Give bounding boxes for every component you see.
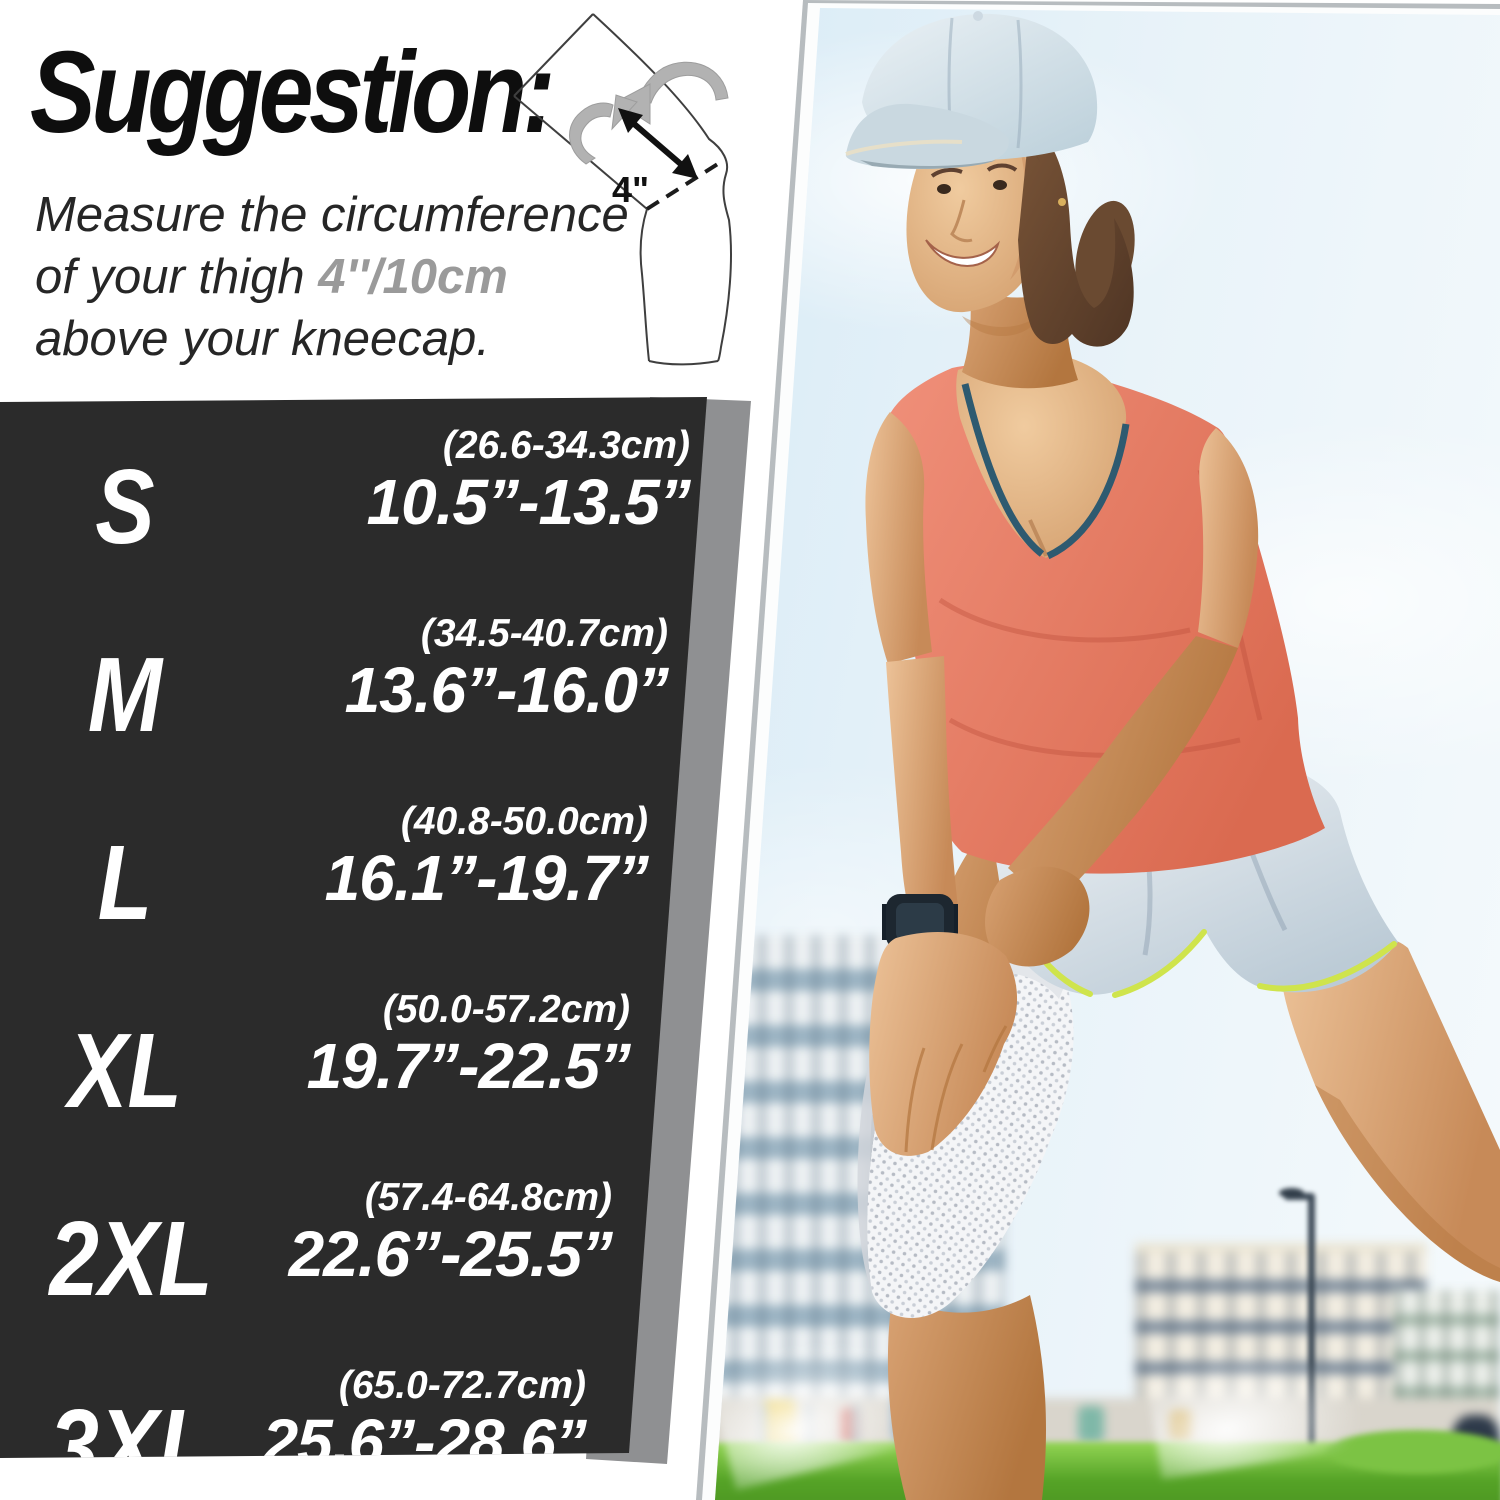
knee-measure-diagram: 4" (513, 13, 732, 366)
size-row: M (34.5-40.7cm) 13.6”-16.0” (0, 612, 669, 748)
size-row: S (26.6-34.3cm) 10.5”-13.5” (0, 424, 691, 560)
cap-brim (845, 103, 1009, 170)
size-inch-range: 22.6”-25.5” (288, 1218, 613, 1290)
diagram-measurement-label: 4" (612, 169, 649, 210)
size-inch-range: 13.6”-16.0” (344, 654, 669, 726)
lamp-head (1279, 1188, 1304, 1198)
hair (1018, 120, 1134, 347)
size-inch-range: 19.7”-22.5” (306, 1030, 631, 1102)
storefront-sign (1078, 1406, 1104, 1442)
eyes (937, 180, 1007, 194)
size-label: 3XL (49, 1388, 213, 1500)
size-cm-range: (50.0-57.2cm) (382, 988, 630, 1031)
size-cm-range: (40.8-50.0cm) (400, 800, 648, 843)
cap (845, 11, 1098, 170)
size-row: L (40.8-50.0cm) 16.1”-19.7” (0, 800, 649, 936)
size-inch-range: 16.1”-19.7” (324, 842, 649, 914)
size-row: 2XL (57.4-64.8cm) 22.6”-25.5” (0, 1176, 613, 1312)
eyebrows (930, 163, 1018, 178)
woman-illustration (845, 11, 1500, 1500)
size-inch-range: 10.5”-13.5” (366, 466, 691, 538)
chest (956, 355, 1127, 558)
instruction-line-2: of your thigh 4''/10cm (35, 250, 508, 304)
bra-strap (961, 383, 1130, 560)
hand (869, 932, 1018, 1156)
size-cm-range: (65.0-72.7cm) (338, 1364, 586, 1407)
nose (950, 199, 973, 243)
earring (1058, 198, 1066, 206)
kneecap-dashed-line (645, 158, 726, 211)
size-label: M (87, 636, 163, 754)
length-arrow-icon (618, 108, 698, 179)
smile (925, 239, 1001, 267)
left-arm (865, 412, 1018, 1156)
size-label: 2XL (49, 1200, 213, 1318)
size-label: S (95, 448, 155, 566)
size-cm-range: (34.5-40.7cm) (420, 612, 668, 655)
calf (887, 1292, 1046, 1500)
size-row: XL (50.0-57.2cm) 19.7”-22.5” (0, 988, 631, 1124)
instruction-line-3: above your kneecap. (35, 312, 490, 366)
size-cm-range: (26.6-34.3cm) (442, 424, 690, 467)
size-label: L (97, 824, 153, 942)
lamp-pole (1308, 1196, 1315, 1462)
size-label: XL (68, 1012, 182, 1130)
size-row: 3XL (65.0-72.7cm) 25.6”-28.6” (0, 1364, 587, 1478)
instruction-line-1: Measure the circumference (35, 188, 629, 242)
right-arm (985, 428, 1259, 967)
measurement-highlight: 4''/10cm (318, 250, 508, 304)
size-inch-range: 25.6”-28.6” (262, 1406, 587, 1478)
instruction-text: Measure the circumference of your thigh … (35, 184, 629, 370)
page-title: Suggestion: (30, 26, 555, 157)
head (845, 11, 1134, 389)
extended-leg (1280, 934, 1500, 1282)
size-cm-range: (57.4-64.8cm) (364, 1176, 612, 1219)
circumference-arrow-icon (569, 61, 729, 165)
